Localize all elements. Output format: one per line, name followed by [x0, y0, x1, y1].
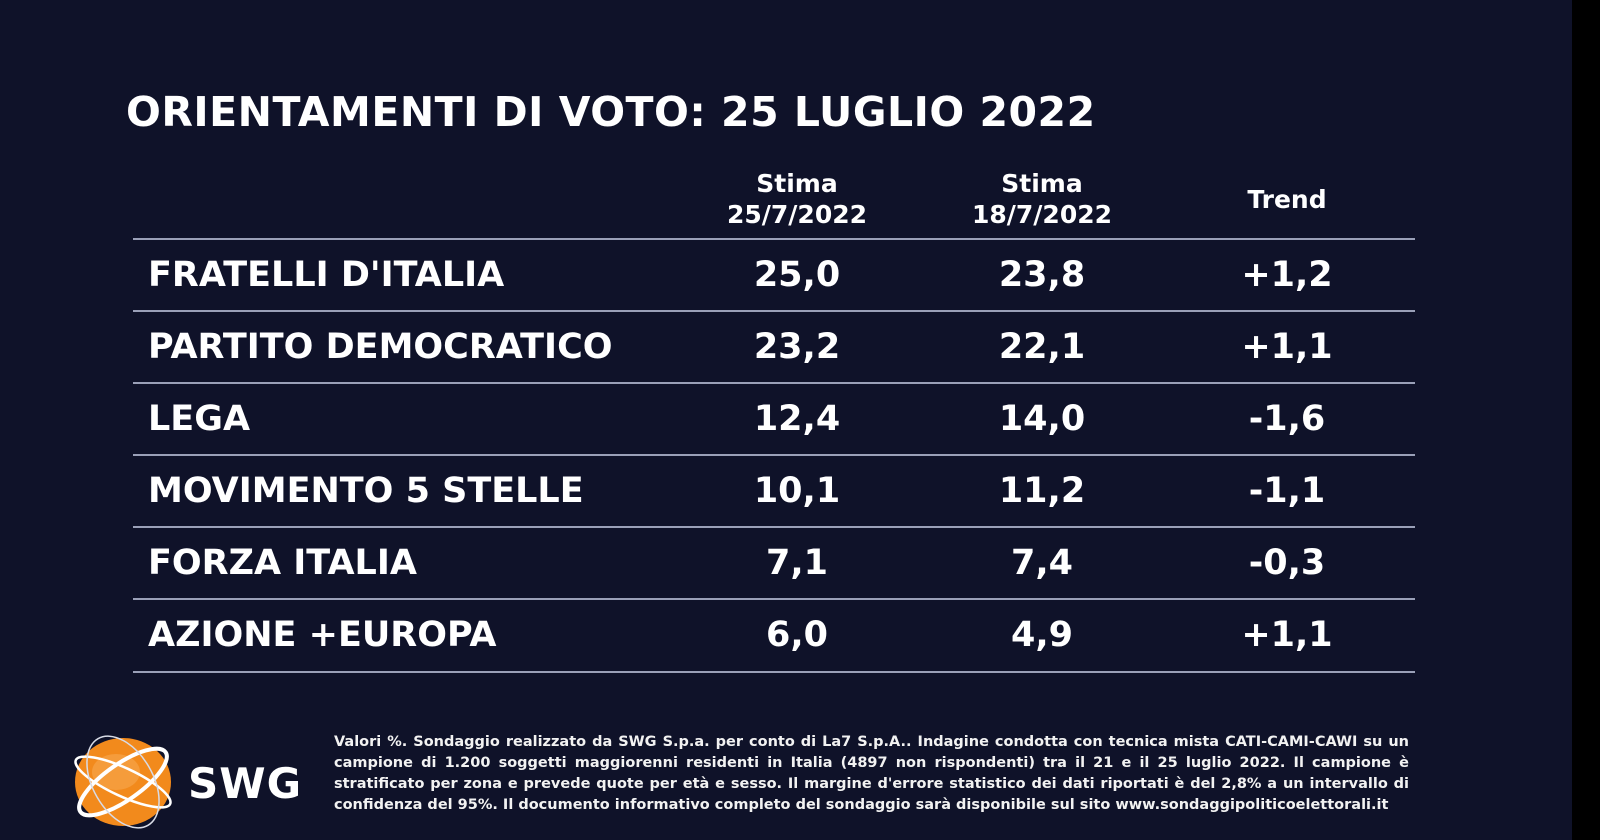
column-header-line1: Stima [756, 169, 838, 198]
party-name: FORZA ITALIA [148, 543, 417, 583]
estimate-18-7: 23,8 [998, 255, 1086, 295]
table-row: AZIONE +EUROPA 6,0 4,9 +1,1 [133, 600, 1415, 670]
column-header-line2: 25/7/2022 [726, 200, 868, 229]
trend-value: -0,3 [1248, 543, 1326, 583]
table-divider [133, 526, 1415, 528]
column-header-line1: Stima [1001, 169, 1083, 198]
table-divider [133, 382, 1415, 384]
table-row: LEGA 12,4 14,0 -1,6 [133, 384, 1415, 454]
column-header-trend: Trend [1177, 184, 1397, 215]
trend-value: +1,2 [1241, 255, 1333, 295]
estimate-25-7: 6,0 [765, 615, 828, 655]
table-row: FRATELLI D'ITALIA 25,0 23,8 +1,2 [133, 240, 1415, 310]
column-header-stima-18-7: Stima 18/7/2022 [932, 168, 1152, 230]
estimate-25-7: 12,4 [753, 399, 841, 439]
right-edge-band [1572, 0, 1600, 840]
party-name: FRATELLI D'ITALIA [148, 255, 505, 295]
chart-title: ORIENTAMENTI DI VOTO: 25 LUGLIO 2022 [126, 88, 1096, 136]
table-row: FORZA ITALIA 7,1 7,4 -0,3 [133, 528, 1415, 598]
estimate-25-7: 7,1 [765, 543, 828, 583]
swg-logo-text: SWG [188, 759, 303, 808]
swg-globe-icon [74, 735, 172, 829]
estimate-25-7: 23,2 [753, 327, 841, 367]
estimate-18-7: 14,0 [998, 399, 1086, 439]
estimate-25-7: 25,0 [753, 255, 841, 295]
column-header-line1: Trend [1247, 185, 1327, 214]
estimate-25-7: 10,1 [753, 471, 841, 511]
party-name: MOVIMENTO 5 STELLE [148, 471, 584, 511]
party-name: LEGA [148, 399, 251, 439]
estimate-18-7: 7,4 [1010, 543, 1073, 583]
trend-value: +1,1 [1241, 615, 1333, 655]
trend-value: -1,6 [1248, 399, 1326, 439]
table-row: MOVIMENTO 5 STELLE 10,1 11,2 -1,1 [133, 456, 1415, 526]
trend-value: +1,1 [1241, 327, 1333, 367]
table-row: PARTITO DEMOCRATICO 23,2 22,1 +1,1 [133, 312, 1415, 382]
estimate-18-7: 11,2 [998, 471, 1086, 511]
table-divider [133, 671, 1415, 673]
table-divider [133, 454, 1415, 456]
column-header-line2: 18/7/2022 [971, 200, 1113, 229]
estimate-18-7: 22,1 [998, 327, 1086, 367]
table-divider [133, 598, 1415, 600]
methodology-note: Valori %. Sondaggio realizzato da SWG S.… [334, 734, 1409, 813]
estimate-18-7: 4,9 [1010, 615, 1073, 655]
table-divider [133, 310, 1415, 312]
column-header-stima-25-7: Stima 25/7/2022 [687, 168, 907, 230]
party-name: PARTITO DEMOCRATICO [148, 327, 613, 367]
table-divider [133, 238, 1415, 240]
party-name: AZIONE +EUROPA [148, 615, 497, 655]
trend-value: -1,1 [1248, 471, 1326, 511]
